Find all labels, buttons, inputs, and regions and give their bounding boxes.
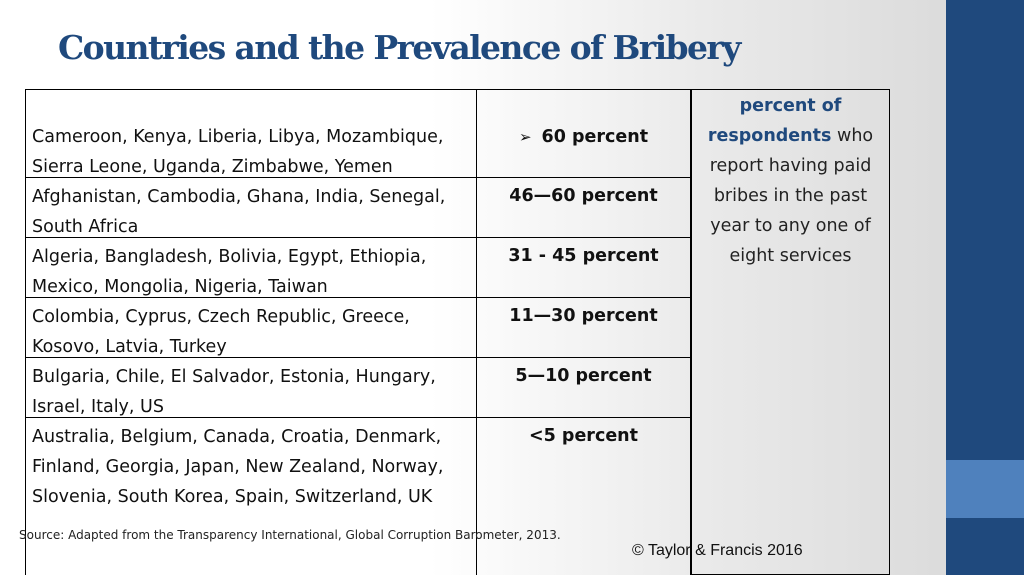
table-row-range: 5—10 percent <box>476 358 691 418</box>
table-row-range: ➢ 60 percent <box>476 89 691 178</box>
arrow-bullet-icon: ➢ <box>518 128 532 146</box>
table-row-countries: Bulgaria, Chile, El Salvador, Estonia, H… <box>25 358 477 418</box>
table-row-countries: Australia, Belgium, Canada, Croatia, Den… <box>25 418 477 575</box>
note-column: percent of respondents who report having… <box>691 89 890 575</box>
table-row-countries: Algeria, Bangladesh, Bolivia, Egypt, Eth… <box>25 238 477 298</box>
table-row-countries: Colombia, Cyprus, Czech Republic, Greece… <box>25 298 477 358</box>
table-row-range: 46—60 percent <box>476 178 691 238</box>
table-row-range: 31 - 45 percent <box>476 238 691 298</box>
table-row-range: 11—30 percent <box>476 298 691 358</box>
copyright-notice: © Taylor & Francis 2016 <box>632 542 803 559</box>
note-highlight: percent of respondents <box>707 96 842 146</box>
range-label: 60 percent <box>541 127 649 147</box>
table-row-range: <5 percent <box>476 418 691 575</box>
page-title: Countries and the Prevalence of Bribery <box>58 28 741 67</box>
bribery-table: Cameroon, Kenya, Liberia, Libya, Mozambi… <box>25 89 890 575</box>
right-accent-bar <box>946 460 1024 518</box>
table-row-countries: Afghanistan, Cambodia, Ghana, India, Sen… <box>25 178 477 238</box>
table-top-border <box>25 89 890 90</box>
note-text: who report having paid bribes in the pas… <box>709 126 874 266</box>
source-citation: Source: Adapted from the Transparency In… <box>19 528 561 542</box>
table-row-countries: Cameroon, Kenya, Liberia, Libya, Mozambi… <box>25 89 477 178</box>
